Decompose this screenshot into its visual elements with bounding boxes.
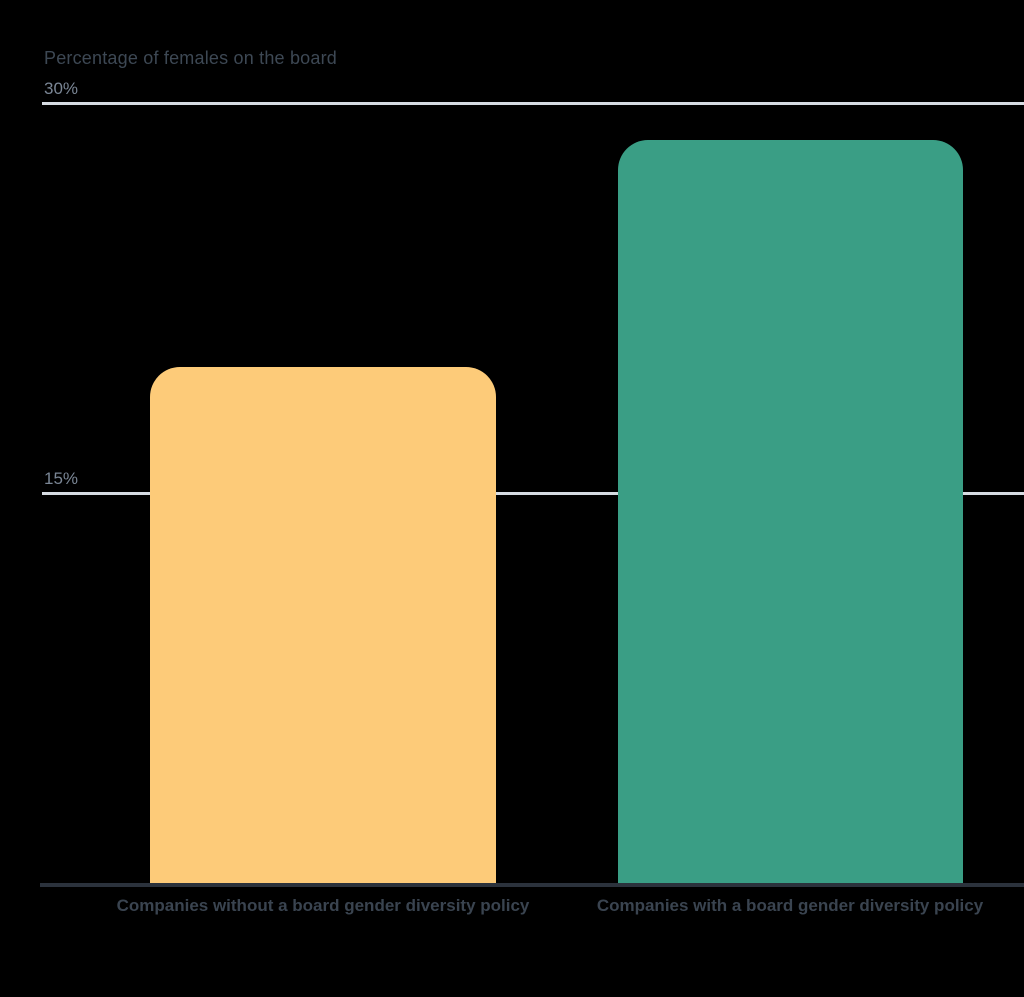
ytick-label-15: 15% [44, 469, 79, 488]
chart-title: Percentage of females on the board [44, 48, 337, 68]
category-label-without-policy: Companies without a board gender diversi… [116, 896, 530, 915]
x-axis-line [40, 883, 1024, 887]
gridline-30 [42, 102, 1024, 105]
gridline-15 [42, 492, 1024, 495]
category-label-with-policy: Companies with a board gender diversity … [596, 896, 984, 915]
bar-without-policy [150, 366, 496, 884]
ytick-label-30: 30% [44, 79, 79, 98]
bar-with-policy [618, 140, 963, 884]
